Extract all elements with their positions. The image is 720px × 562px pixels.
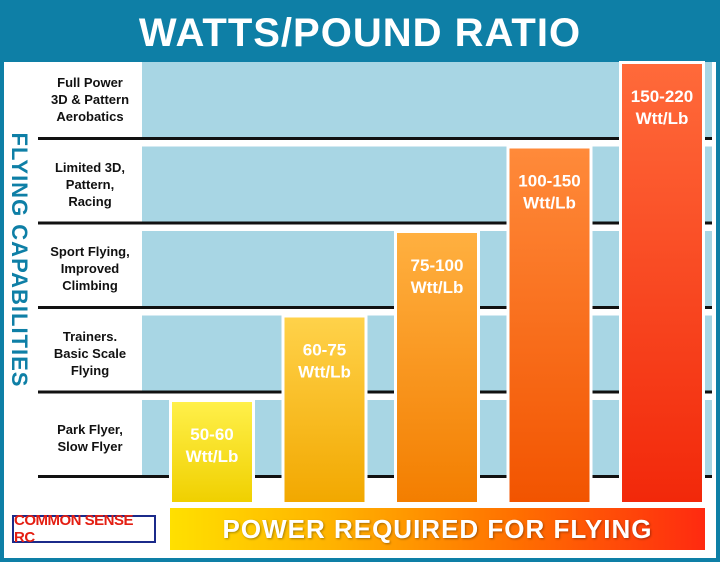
- y-tick-label: Park Flyer, Slow Flyer: [38, 400, 142, 475]
- bar-value-label: 60-75: [303, 341, 346, 360]
- y-tick-label-line: Flying: [70, 362, 110, 378]
- bar: [284, 317, 365, 502]
- y-tick-label-line: Climbing: [62, 278, 118, 293]
- y-tick-label-line: Improved: [60, 261, 120, 276]
- y-tick-label-text: Limited 3D, Pattern, Racing: [55, 159, 125, 210]
- bar: [397, 233, 477, 502]
- y-tick-label-line: Limited 3D,: [54, 159, 126, 175]
- y-tick-label-text: Full Power 3D & Pattern Aerobatics: [51, 74, 129, 125]
- x-axis-banner: POWER REQUIRED FOR FLYING: [170, 508, 705, 550]
- grid-line: [38, 137, 712, 140]
- bar-value-label: 50-60: [190, 425, 233, 444]
- bar-unit-label: Wtt/Lb: [298, 363, 351, 382]
- y-tick-label: Full Power 3D & Pattern Aerobatics: [38, 62, 142, 137]
- bar-value-label: 100-150: [518, 172, 580, 191]
- y-tick-label: Trainers. Basic Scale Flying: [38, 316, 142, 391]
- grid-line: [38, 221, 712, 225]
- y-tick-label-line: Trainers.: [62, 328, 118, 344]
- bar: [622, 64, 702, 502]
- grid-line: [38, 475, 712, 478]
- grid-line: [38, 306, 712, 309]
- y-tick-label-line: Sport Flying,: [50, 244, 130, 259]
- y-tick-label-text: Park Flyer, Slow Flyer: [57, 421, 123, 455]
- grid-band: [142, 146, 712, 222]
- brand-logo-text: COMMON SENSE RC: [14, 512, 134, 546]
- y-tick-label: Limited 3D, Pattern, Racing: [38, 147, 142, 222]
- y-tick-label-line: Slow Flyer: [57, 438, 123, 454]
- bar: [509, 148, 590, 502]
- x-axis-label: POWER REQUIRED FOR FLYING: [222, 513, 653, 544]
- y-tick-label-line: Park Flyer,: [57, 421, 123, 437]
- bar-unit-label: Wtt/Lb: [636, 109, 689, 128]
- bar-unit-label: Wtt/Lb: [523, 194, 576, 213]
- y-tick-label-line: 3D & Pattern: [50, 92, 130, 107]
- y-tick-label-text: Sport Flying, Improved Climbing: [50, 243, 129, 294]
- bar-unit-label: Wtt/Lb: [186, 447, 239, 466]
- bar: [172, 402, 252, 502]
- y-tick-label-line: Basic Scale: [53, 345, 127, 361]
- chart-title: WATTS/POUND RATIO: [138, 11, 582, 55]
- bar-value-label: 75-100: [411, 256, 464, 275]
- y-tick-label-line: Pattern,: [65, 176, 115, 192]
- y-tick-label-line: Racing: [68, 193, 112, 209]
- bar-unit-label: Wtt/Lb: [411, 278, 464, 297]
- y-tick-label-line: Aerobatics: [56, 109, 124, 124]
- y-tick-label: Sport Flying, Improved Climbing: [38, 231, 142, 306]
- brand-logo: COMMON SENSE RC: [12, 512, 156, 546]
- bar-value-label: 150-220: [631, 87, 693, 106]
- grid-line: [38, 390, 712, 394]
- grid-band: [142, 62, 712, 137]
- y-tick-label-line: Full Power: [57, 75, 123, 90]
- y-tick-label-text: Trainers. Basic Scale Flying: [54, 328, 126, 379]
